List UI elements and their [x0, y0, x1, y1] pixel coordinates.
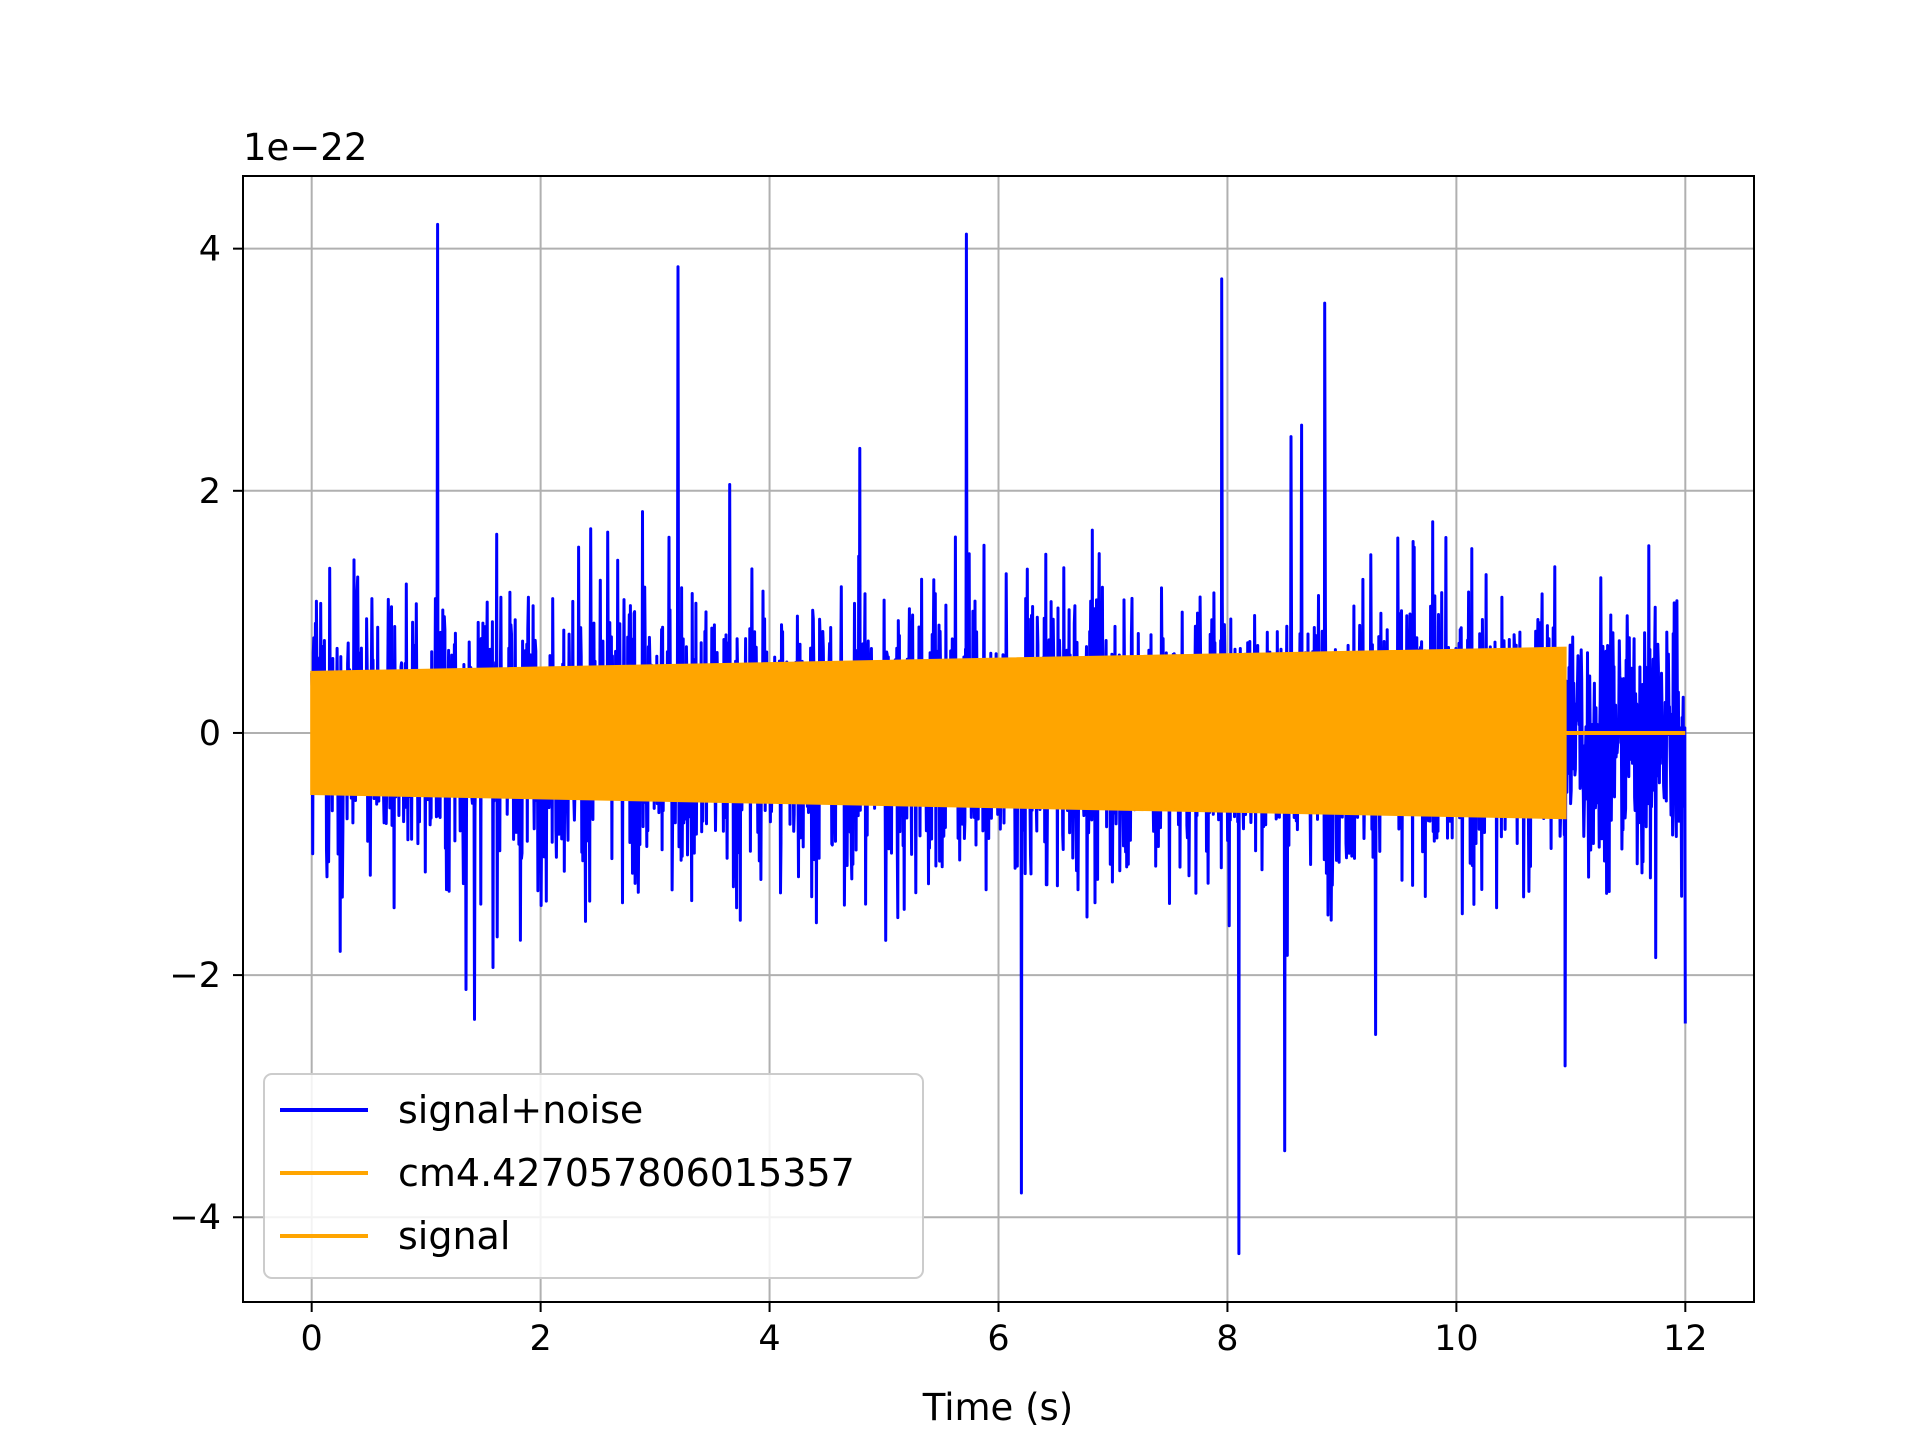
- x-tick-label: 8: [1216, 1319, 1238, 1359]
- x-tick-label: 12: [1663, 1319, 1708, 1359]
- x-tick-label: 6: [987, 1319, 1009, 1359]
- y-tick-label: 4: [199, 230, 221, 270]
- y-offset-label: 1e−22: [243, 126, 367, 169]
- x-axis-label: Time (s): [922, 1386, 1073, 1429]
- series-band-cm: [310, 646, 1567, 820]
- x-tick-label: 2: [529, 1319, 551, 1359]
- plot-data: [310, 222, 1687, 1256]
- x-tick-label: 0: [301, 1319, 323, 1359]
- x-tick-label: 4: [758, 1319, 780, 1359]
- legend-box: [263, 1073, 924, 1279]
- x-tick-label: 10: [1434, 1319, 1479, 1359]
- y-tick-label: 0: [199, 714, 221, 754]
- legend-label-cm: cm4.427057806015357: [398, 1151, 855, 1195]
- y-tick-label: 2: [199, 472, 221, 512]
- axis-ticks: 0 2 4 6 8 10 12 −4 −2 0 2 4: [169, 230, 1707, 1359]
- y-tick-label: −2: [169, 956, 221, 996]
- legend-label-signal: signal: [398, 1214, 510, 1258]
- legend: signal+noise cm4.427057806015357 signal: [263, 1073, 924, 1279]
- legend-label-signal-noise: signal+noise: [398, 1088, 643, 1132]
- y-tick-label: −4: [169, 1198, 221, 1238]
